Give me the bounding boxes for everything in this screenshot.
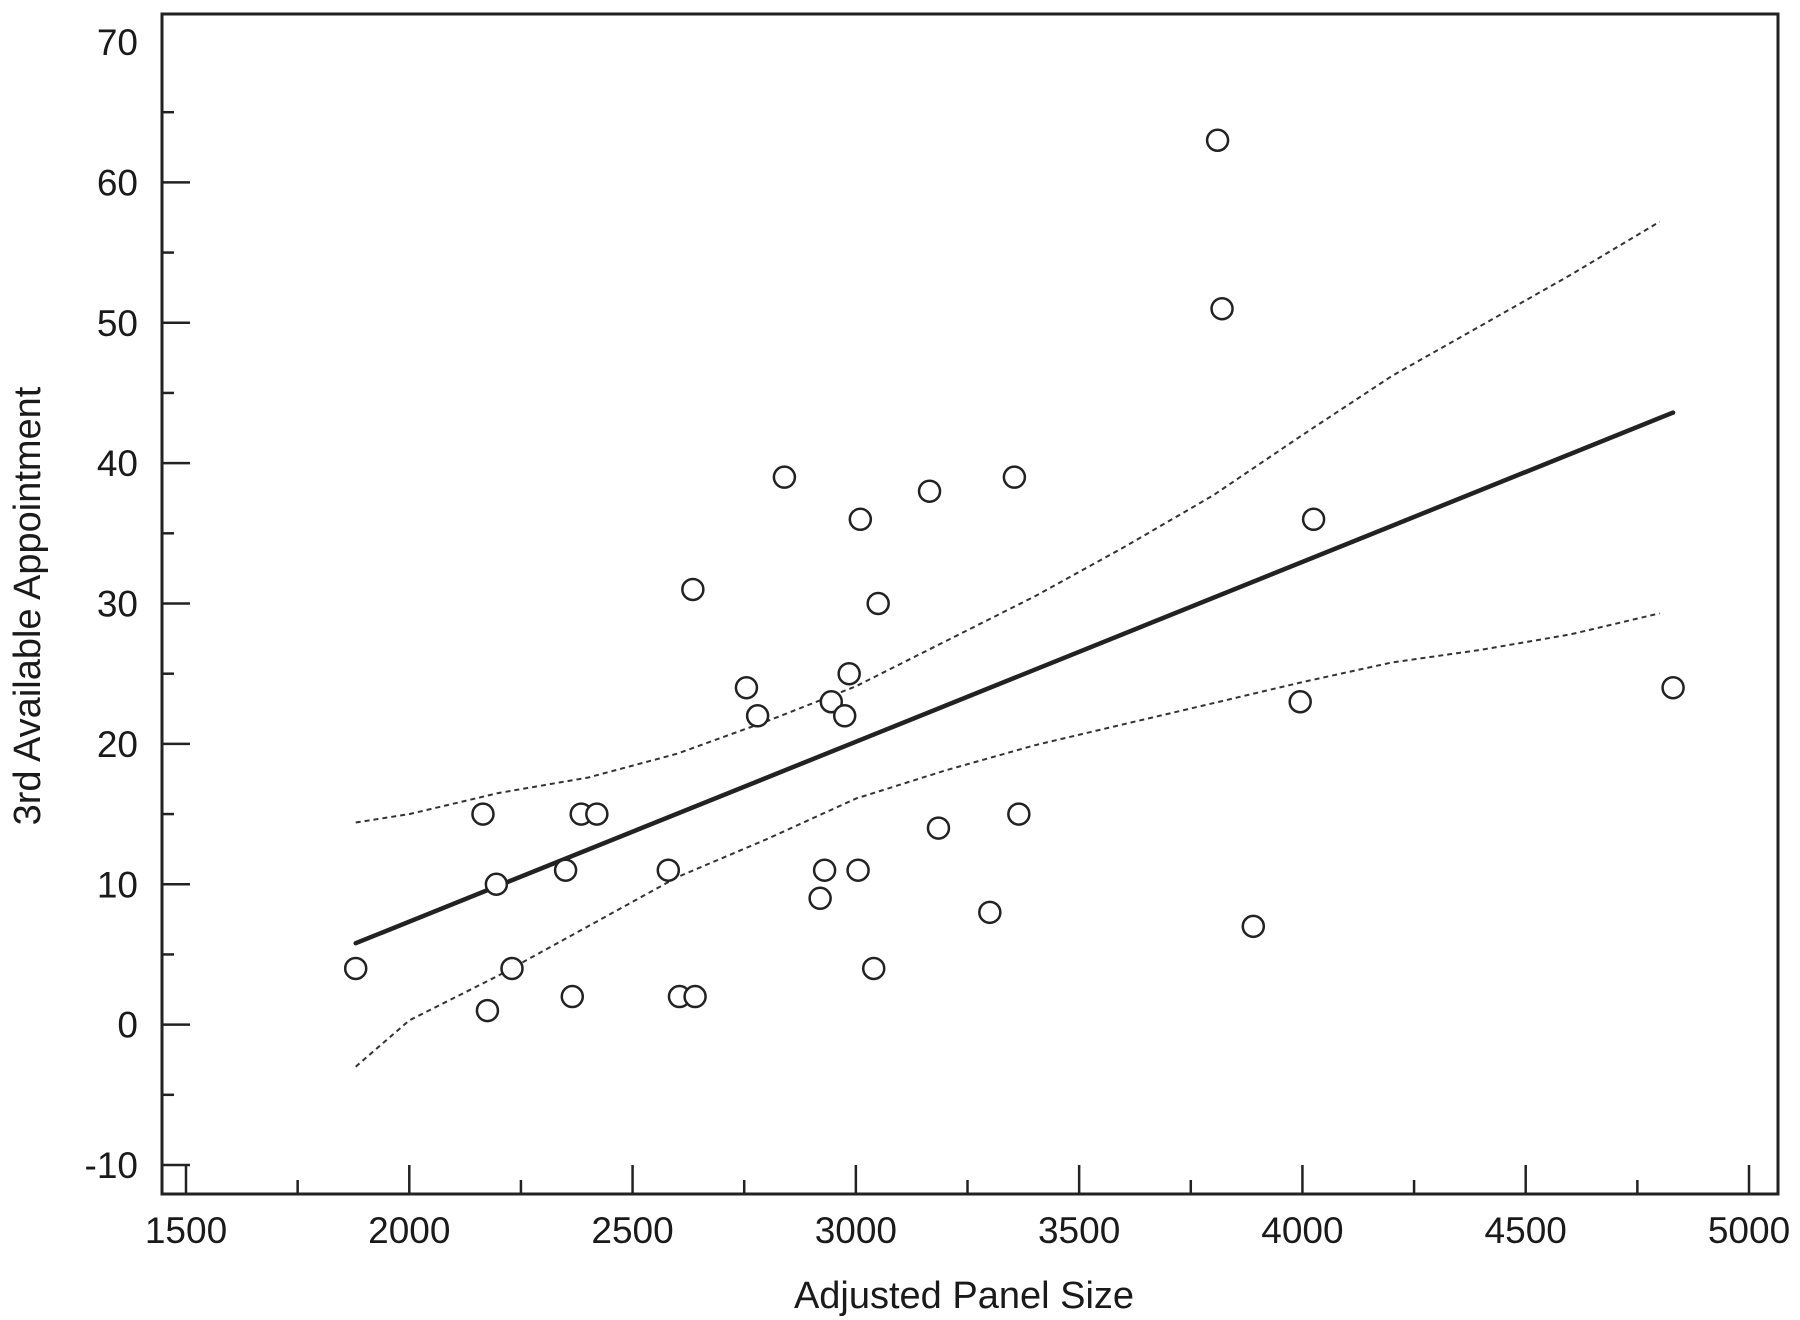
- y-tick-label: 30: [97, 584, 138, 625]
- data-point: [837, 661, 861, 686]
- data-point: [917, 479, 942, 503]
- data-point: [832, 704, 857, 728]
- x-tick-label: 3500: [1038, 1210, 1120, 1251]
- data-point: [484, 872, 509, 896]
- y-tick-label: 10: [97, 864, 138, 905]
- data-point: [683, 984, 707, 1009]
- data-point: [772, 465, 797, 489]
- x-tick-label: 5000: [1708, 1210, 1790, 1251]
- data-point: [978, 900, 1002, 925]
- data-point: [560, 984, 585, 1009]
- y-tick-label: 50: [97, 303, 138, 344]
- data-point: [1661, 675, 1685, 700]
- y-tick-label: 60: [97, 162, 138, 203]
- confidence-upper-line: [355, 220, 1661, 824]
- regression-layer: [353, 410, 1676, 946]
- y-tick-label: 70: [97, 22, 138, 63]
- y-axis-title: 3rd Available Appointment: [7, 386, 49, 825]
- data-points: [343, 128, 1685, 1023]
- data-point: [861, 956, 886, 981]
- data-point: [656, 858, 681, 882]
- y-tick-label: 0: [117, 1005, 138, 1046]
- data-point: [1301, 507, 1326, 532]
- data-point: [808, 886, 832, 911]
- x-tick-label: 2000: [368, 1210, 450, 1251]
- x-tick-label: 4500: [1485, 1210, 1567, 1251]
- data-point: [819, 690, 844, 714]
- x-axis-title: Adjusted Panel Size: [794, 1275, 1134, 1317]
- y-tick-label: 40: [97, 443, 138, 484]
- x-tick-label: 4000: [1261, 1210, 1343, 1251]
- x-tick-label: 2500: [591, 1210, 673, 1251]
- y-tick-label: 20: [97, 724, 138, 765]
- x-tick-label: 3000: [815, 1210, 897, 1251]
- data-point: [846, 858, 870, 882]
- x-tick-label: 1500: [145, 1210, 227, 1251]
- data-point: [553, 858, 578, 882]
- data-point: [745, 704, 770, 728]
- y-tick-label: -10: [85, 1145, 138, 1186]
- data-point: [1241, 914, 1266, 939]
- data-point: [926, 816, 951, 840]
- data-point: [734, 675, 759, 700]
- data-point: [475, 998, 500, 1023]
- data-point: [866, 591, 890, 616]
- data-point: [500, 956, 524, 981]
- confidence-bands: [355, 220, 1661, 1068]
- data-point: [1288, 690, 1312, 714]
- x-axis: 1500 2000 2500 3000 3500 4000 4500 5000: [145, 1165, 1790, 1251]
- data-point: [1002, 465, 1027, 489]
- data-point: [1007, 802, 1031, 826]
- data-point: [681, 577, 705, 602]
- data-point: [1210, 296, 1234, 321]
- y-axis: -10 0 10 20 30 40 50 60 70: [85, 22, 190, 1186]
- data-point: [812, 858, 837, 882]
- plot-frame: [160, 12, 1780, 1196]
- data-point: [343, 956, 368, 981]
- data-point: [848, 507, 873, 532]
- data-point: [471, 802, 495, 826]
- data-point: [1205, 128, 1230, 153]
- data-point: [585, 802, 609, 826]
- regression-line: [353, 410, 1676, 946]
